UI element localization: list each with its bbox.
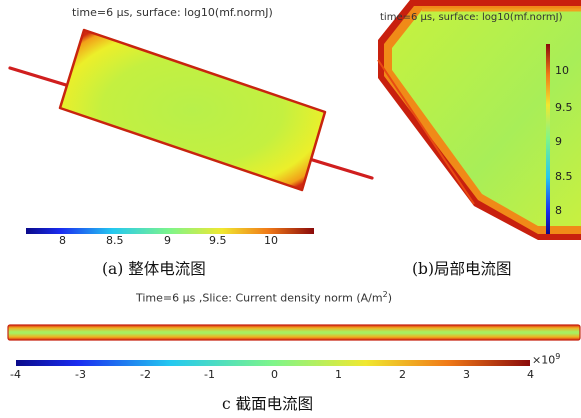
panel-a-tick: 10	[264, 234, 278, 247]
panel-b-colorbar	[546, 44, 550, 234]
panel-b-tick: 8.5	[555, 170, 573, 183]
panel-b-tick: 9	[555, 135, 562, 148]
panel-b-surface-plot	[377, 0, 581, 240]
panel-b-conductor-interior	[392, 10, 581, 226]
panel-c-title-superscript: 2	[382, 290, 388, 299]
panel-c-tick: 2	[399, 368, 406, 381]
panel-b-tick: 10	[555, 64, 569, 77]
panel-b-title: time=6 µs, surface: log10(mf.normJ)	[380, 12, 563, 23]
panel-c-colorbar	[16, 360, 530, 366]
panel-a-tick: 9	[164, 234, 171, 247]
panel-a-colorbar	[26, 228, 314, 234]
panel-c-tick: 1	[335, 368, 342, 381]
panel-c-tick: 4	[527, 368, 534, 381]
panel-a-conductor-body	[58, 28, 327, 192]
panel-c-scale-exponent: ×109	[532, 352, 560, 367]
panel-a-title: time=6 µs, surface: log10(mf.normJ)	[72, 6, 273, 19]
panel-c-tick: -3	[75, 368, 86, 381]
panel-c-slice-slab	[7, 324, 581, 341]
panel-a-tick: 9.5	[209, 234, 227, 247]
panel-c-tick: -4	[10, 368, 21, 381]
panel-b-tick: 8	[555, 204, 562, 217]
panel-c-exponent-power: 9	[555, 352, 561, 361]
panel-c-tick: -1	[204, 368, 215, 381]
panel-c-tick: 3	[463, 368, 470, 381]
panel-c-title-main: Time=6 µs ,Slice: Current density norm (…	[136, 291, 383, 305]
panel-b-tick: 9.5	[555, 101, 573, 114]
panel-c-slice-plot	[7, 324, 581, 341]
panel-a-surface-plot	[8, 28, 374, 192]
panel-c-title-end: )	[387, 291, 392, 305]
panel-a-caption: (a) 整体电流图	[102, 260, 206, 278]
panel-c-title: Time=6 µs ,Slice: Current density norm (…	[136, 290, 392, 305]
panel-c-tick: -2	[140, 368, 151, 381]
panel-c-caption: c 截面电流图	[222, 395, 314, 413]
panel-c-exponent-base: ×10	[532, 353, 556, 367]
panel-b-caption: (b)局部电流图	[412, 260, 512, 278]
panel-a-tick: 8.5	[106, 234, 124, 247]
panel-c-tick: 0	[271, 368, 278, 381]
panel-a-tick: 8	[59, 234, 66, 247]
